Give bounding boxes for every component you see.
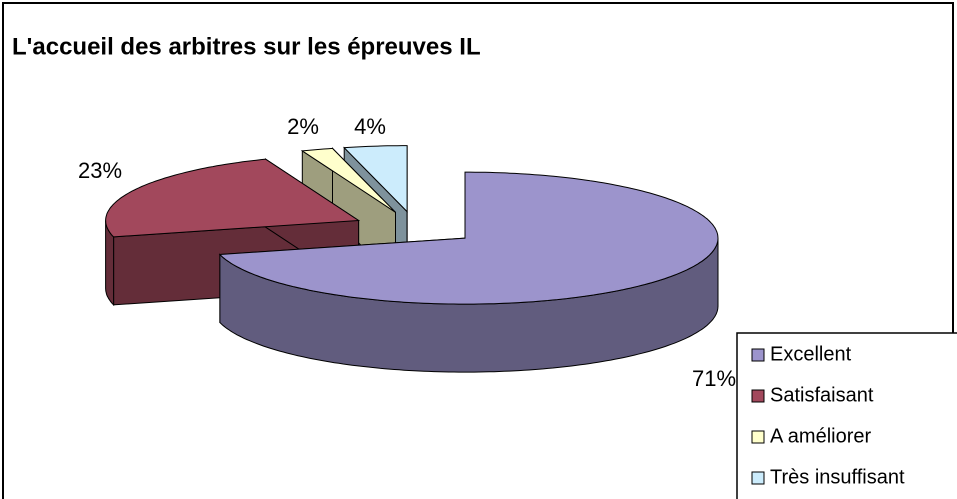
legend-swatch xyxy=(751,430,765,444)
pie-slice xyxy=(218,171,719,373)
legend-swatch xyxy=(751,471,765,485)
chart-title: L'accueil des arbitres sur les épreuves … xyxy=(12,33,481,60)
legend: Excellent Satisfaisant A améliorer Très ins… xyxy=(751,343,905,488)
data-label: 4% xyxy=(354,114,386,139)
data-label: 23% xyxy=(78,158,122,183)
legend-label: Excellent xyxy=(770,343,852,365)
pie-slice-top xyxy=(300,147,396,213)
pie-slice-top xyxy=(343,145,408,213)
legend-box xyxy=(736,332,957,499)
data-label: 2% xyxy=(287,114,319,139)
legend-label: A améliorer xyxy=(770,425,871,447)
pie-slice-top xyxy=(218,171,719,305)
legend-swatch xyxy=(751,389,765,403)
pie: 71% 23% 2% 4% xyxy=(78,114,736,391)
legend-label: Très insuffisant xyxy=(770,466,905,488)
legend-swatch xyxy=(751,348,765,362)
data-label: 71% xyxy=(692,366,736,391)
legend-label: Satisfaisant xyxy=(770,384,874,406)
pie-slice-top xyxy=(105,158,361,238)
